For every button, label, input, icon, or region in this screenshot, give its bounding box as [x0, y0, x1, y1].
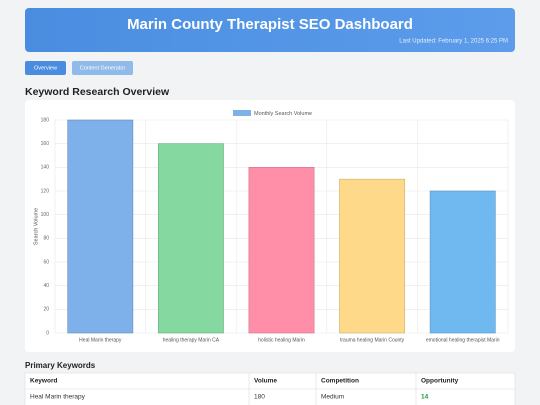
bar	[157, 143, 224, 334]
legend-label: Monthly Search Volume	[254, 111, 312, 117]
table-header: Opportunity	[421, 378, 459, 385]
table-cell: 180	[254, 394, 265, 401]
y-tick-label: 80	[43, 236, 49, 242]
table-title: Primary Keywords	[25, 361, 96, 370]
y-tick-label: 160	[41, 141, 50, 147]
table-cell: 14	[421, 394, 429, 401]
x-tick-label: emotional healing therapist Marin	[426, 337, 500, 343]
tab-label[interactable]: Overview	[34, 65, 57, 71]
chart: 0 20 40 60 80 100 120 140 160 180 Search Volume Mon…	[33, 110, 509, 343]
tab-button[interactable]	[25, 61, 66, 75]
y-tick-label: 40	[43, 283, 49, 289]
table-cell: Medium	[321, 394, 344, 401]
y-tick-label: 180	[41, 117, 50, 123]
tab-button[interactable]	[72, 61, 133, 75]
header	[25, 8, 515, 52]
bar	[339, 178, 406, 334]
y-tick-label: 140	[41, 165, 50, 171]
x-tick-label: healing therapy Marin CA	[163, 337, 220, 343]
table-cell: Heal Marin therapy	[30, 394, 86, 401]
x-tick-label: trauma healing Marin County	[340, 337, 405, 343]
table-header: Competition	[321, 378, 359, 385]
y-tick-label: 100	[41, 212, 50, 218]
x-tick-label: Heal Marin therapy	[79, 337, 122, 343]
y-tick-label: 20	[43, 307, 49, 313]
table-body: Keyword Volume Competition Opportunity Heal …	[30, 373, 459, 405]
table-header: Keyword	[30, 378, 57, 385]
y-tick-label: 60	[43, 259, 49, 265]
bar	[67, 119, 134, 334]
bar	[248, 167, 315, 334]
page-title: Marin County Therapist SEO Dashboard	[127, 16, 413, 33]
y-tick-label: 120	[41, 188, 50, 194]
tab-label[interactable]: Content Generator	[80, 65, 126, 71]
y-tick-label: 0	[46, 330, 49, 336]
y-axis-title: Search Volume	[33, 208, 39, 245]
x-tick-label: holistic healing Marin	[258, 337, 305, 343]
legend-swatch	[233, 110, 251, 116]
table-header: Volume	[254, 378, 277, 385]
section-title: Keyword Research Overview	[25, 86, 170, 98]
bar	[429, 190, 496, 334]
last-updated: Last Updated: February 1, 2025 6:25 PM	[399, 39, 508, 45]
